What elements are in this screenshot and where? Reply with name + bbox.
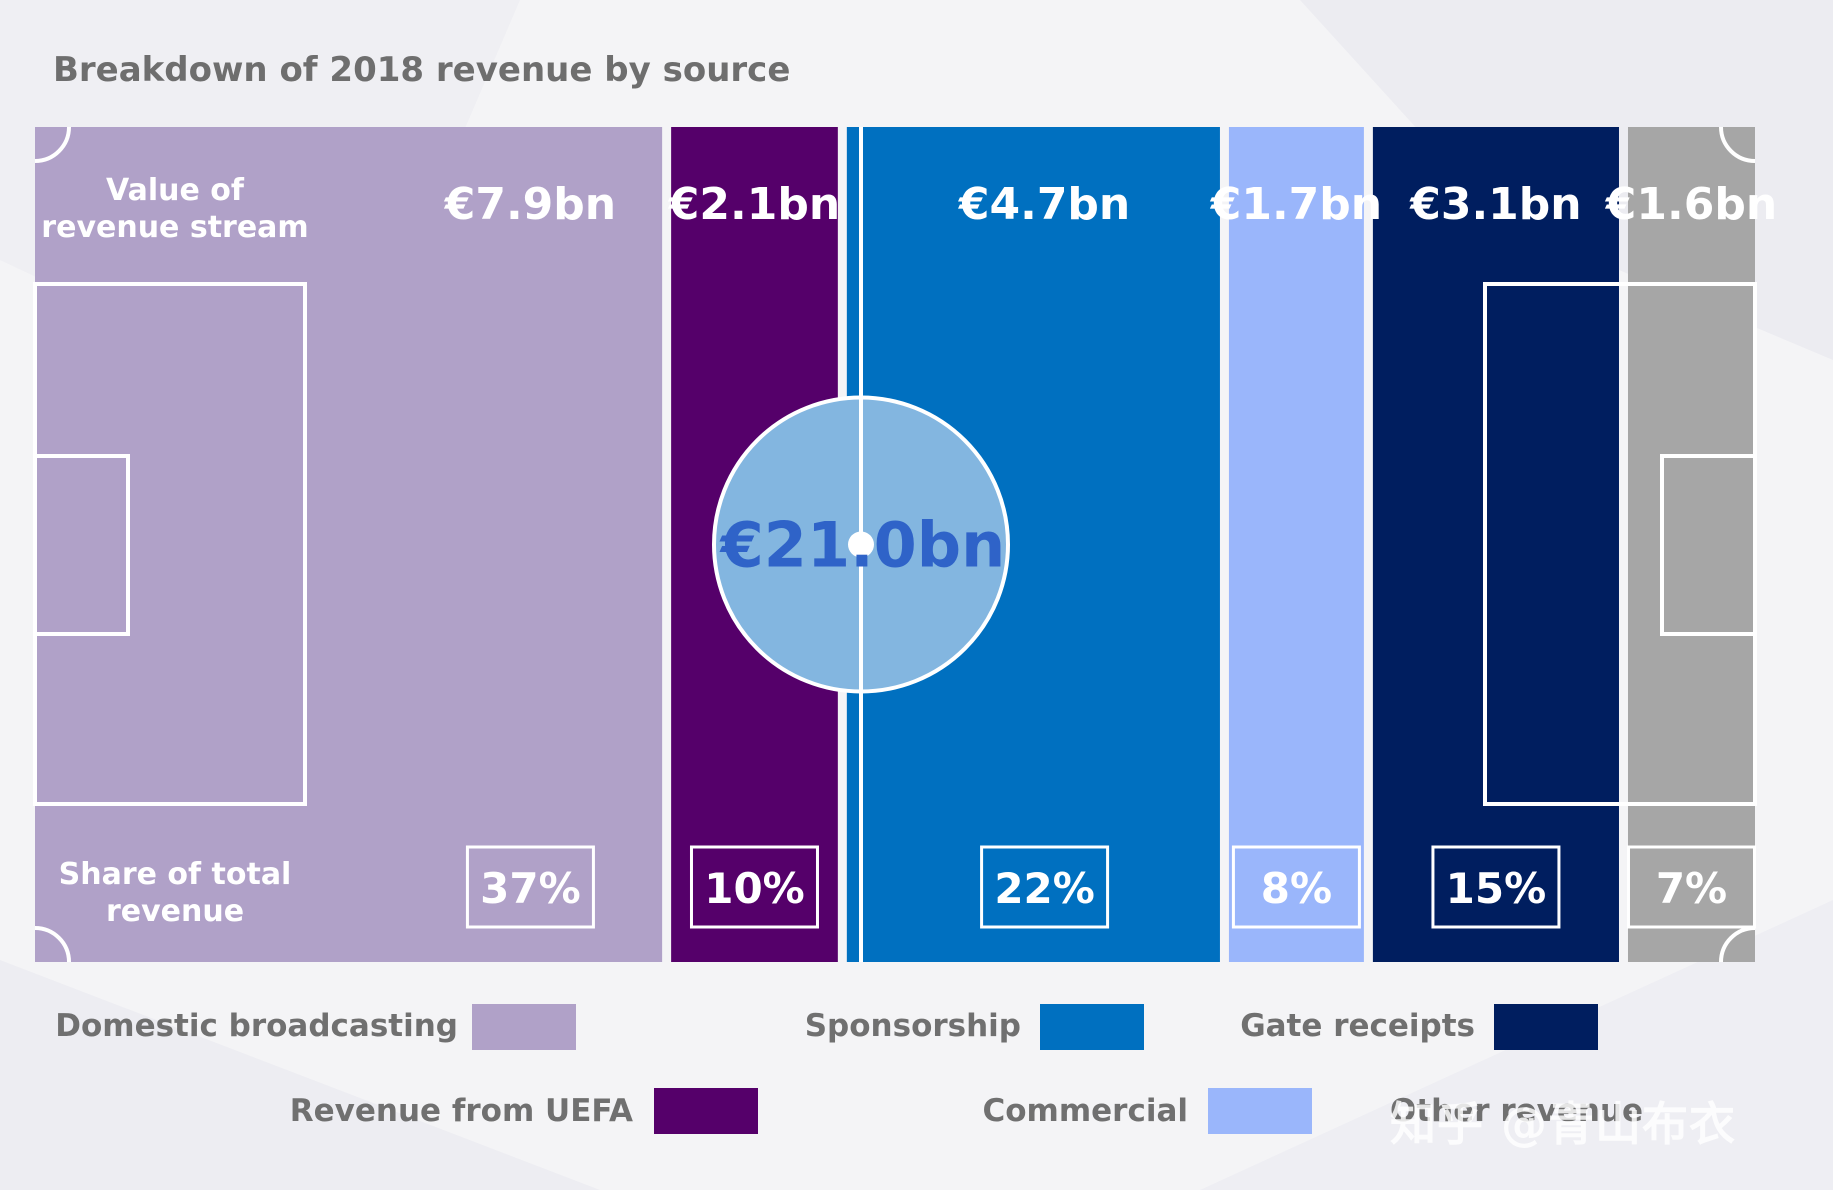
corner-arc-top-left — [34, 126, 71, 163]
share-box-gate-receipts — [1431, 845, 1561, 929]
row-label-value: Value of — [106, 173, 245, 208]
value-label-gate-receipts: €3.1bn — [1409, 179, 1581, 230]
share-label-commercial: 8% — [1261, 864, 1332, 913]
value-label-other-revenue: €1.6bn — [1605, 179, 1777, 230]
share-label-sponsorship: 22% — [994, 864, 1095, 913]
share-label-revenue-from-uefa: 10% — [704, 864, 805, 913]
center-spot — [848, 531, 874, 558]
corner-arc-top-right — [1719, 126, 1756, 163]
row-label-share: Share of total — [59, 857, 292, 892]
share-label-other-revenue: 7% — [1656, 864, 1727, 913]
left-goal-box — [33, 454, 130, 636]
share-box-commercial — [1231, 845, 1361, 929]
chart-title: Breakdown of 2018 revenue by source — [53, 50, 791, 90]
value-label-commercial: €1.7bn — [1210, 179, 1382, 230]
value-label-revenue-from-uefa: €2.1bn — [668, 179, 840, 230]
corner-arc-bottom-left — [34, 926, 71, 963]
share-label-domestic-broadcasting: 37% — [480, 864, 581, 913]
watermark: 知乎 @青山布衣 — [1390, 1097, 1737, 1151]
corner-arc-bottom-right — [1719, 926, 1756, 963]
share-box-sponsorship — [980, 845, 1110, 929]
value-label-sponsorship: €4.7bn — [958, 179, 1130, 230]
bar-gate-receipts — [1372, 127, 1619, 962]
row-label-value: revenue stream — [41, 210, 308, 245]
bar-other-revenue — [1627, 127, 1755, 962]
bar-commercial — [1228, 127, 1364, 962]
share-box-revenue-from-uefa — [689, 845, 819, 929]
value-label-domestic-broadcasting: €7.9bn — [444, 179, 616, 230]
bar-domestic-broadcasting — [35, 127, 663, 962]
share-box-other-revenue — [1626, 845, 1756, 929]
row-label-share: revenue — [106, 894, 244, 929]
right-goal-box — [1660, 454, 1757, 636]
total-revenue-label: €21.0bn — [719, 509, 1006, 582]
share-box-domestic-broadcasting — [465, 845, 595, 929]
share-label-gate-receipts: 15% — [1446, 864, 1547, 913]
